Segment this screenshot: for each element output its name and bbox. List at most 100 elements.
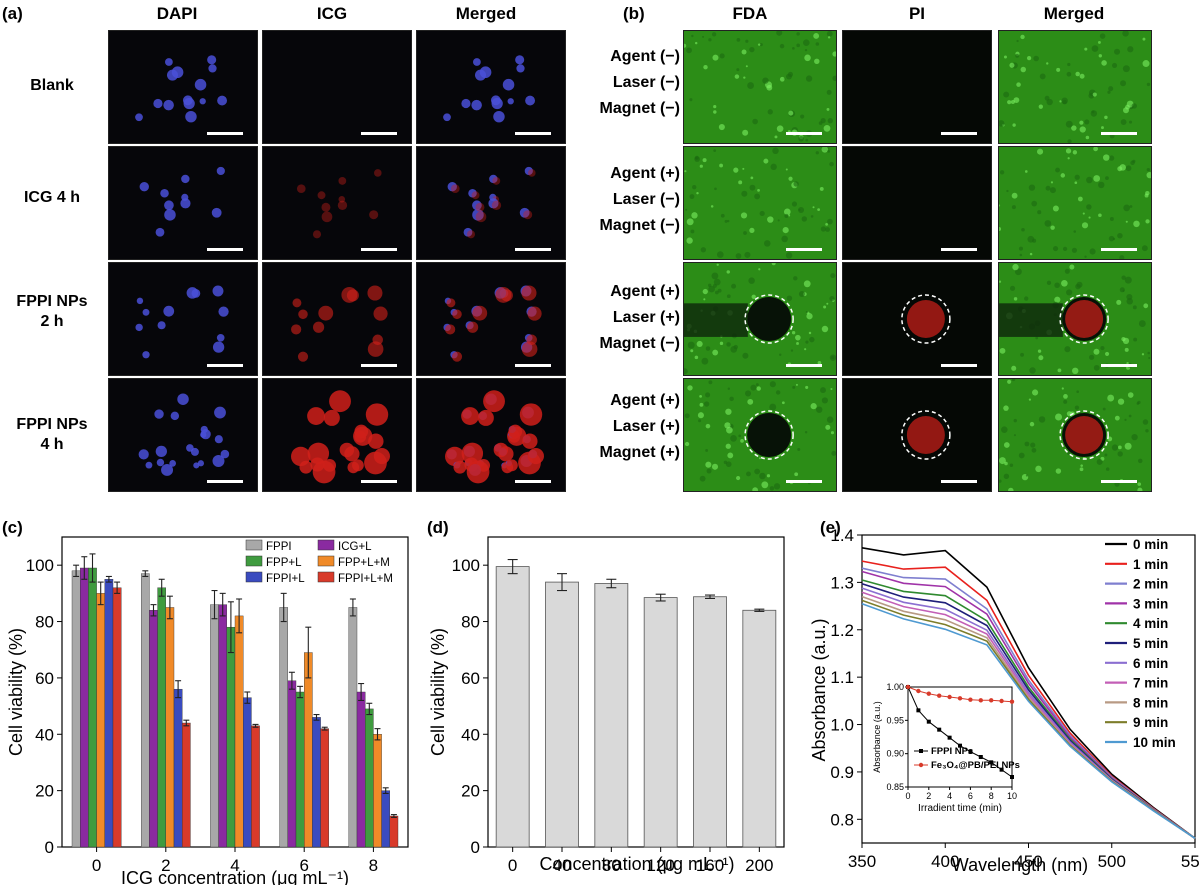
bar: [594, 583, 629, 848]
bar-FPPI+L+M: [320, 728, 330, 848]
fda-field: [684, 147, 836, 259]
icg-signal: [446, 298, 456, 308]
icg-signal: [317, 191, 326, 200]
cell-speckle: [724, 219, 728, 223]
cell-speckle: [1056, 67, 1061, 72]
micrograph-b-r1-c1-canvas: [684, 31, 836, 143]
nucleus: [161, 463, 174, 476]
cell-speckle: [769, 486, 775, 491]
cell-speckle: [716, 251, 724, 258]
icg-signal: [298, 309, 308, 320]
micrograph-a-r4-c1: [108, 378, 258, 492]
cell-speckle: [1138, 320, 1146, 328]
cell-speckle: [1124, 347, 1129, 352]
cell-speckle: [1028, 184, 1036, 191]
cell-speckle: [763, 158, 769, 164]
cell-speckle: [708, 38, 712, 42]
cell-speckle: [1098, 54, 1102, 58]
icg-signal: [291, 324, 302, 335]
panel-a-row-label-1: Blank: [0, 76, 104, 96]
cell-speckle: [720, 213, 725, 218]
micrograph-a-r4-c3: [416, 378, 566, 492]
x-tick-label: 450: [1014, 852, 1042, 871]
micrograph-a-r4-c1-canvas: [109, 379, 257, 491]
scale-bar: [515, 132, 551, 135]
cell-speckle: [749, 227, 755, 233]
cell-speckle: [691, 34, 694, 38]
cell-speckle: [727, 387, 731, 390]
cell-speckle: [733, 167, 739, 173]
inset-marker: [968, 697, 973, 702]
inset-marker: [916, 688, 921, 694]
laser-label: Laser (+): [612, 309, 680, 326]
nucleus: [186, 287, 199, 299]
icg-signal: [323, 409, 340, 426]
cell-speckle: [999, 170, 1005, 175]
nucleus: [493, 110, 505, 123]
panel-d-label: (d): [427, 518, 449, 537]
cell-speckle: [763, 240, 771, 247]
cell-speckle: [1011, 365, 1017, 371]
nucleus: [157, 321, 166, 330]
cell-speckle: [744, 251, 751, 258]
cell-speckle: [781, 401, 785, 405]
cell-speckle: [758, 268, 761, 271]
cell-speckle: [701, 357, 709, 365]
scale-bar: [786, 480, 822, 483]
cell-speckle: [779, 43, 785, 49]
y-tick-label: 1.0: [830, 716, 854, 735]
cell-speckle: [798, 291, 805, 297]
legend-label: FPPI+L: [266, 573, 305, 585]
nucleus: [212, 455, 225, 467]
cell-speckle: [1145, 429, 1149, 433]
micrograph-a-r1-c1: [108, 30, 258, 144]
cell-speckle: [801, 216, 808, 222]
cell-speckle: [743, 231, 747, 235]
nucleus: [156, 458, 165, 467]
cell-speckle: [745, 39, 749, 43]
legend-swatch: [245, 539, 263, 551]
pi-signal: [906, 300, 945, 338]
cell-speckle: [1131, 103, 1137, 109]
nucleus: [180, 198, 191, 209]
cell-speckle: [1007, 379, 1012, 384]
cell-speckle: [1120, 119, 1127, 125]
inset-marker: [957, 696, 963, 701]
scale-bar: [361, 364, 397, 367]
cell-speckle: [810, 215, 814, 218]
scale-bar: [515, 248, 551, 251]
icg-signal: [337, 200, 348, 211]
cell-speckle: [754, 193, 761, 200]
cell-speckle: [1029, 421, 1035, 427]
nucleus: [165, 58, 173, 66]
icg-signal: [461, 407, 479, 425]
icg-signal: [451, 351, 463, 362]
nucleus: [177, 393, 189, 405]
cell-speckle: [1067, 157, 1070, 160]
cell-speckle: [713, 149, 717, 153]
cell-speckle: [1091, 110, 1095, 114]
icg-signal: [321, 211, 333, 223]
cell-speckle: [1020, 34, 1025, 40]
cell-speckle: [1065, 120, 1073, 128]
cell-speckle: [832, 75, 836, 82]
cell-speckle: [1029, 367, 1036, 374]
bar-FPPI+L+M: [112, 587, 122, 848]
cell-speckle: [689, 194, 695, 200]
cell-speckle: [738, 434, 742, 438]
agent-label: Agent (+): [610, 283, 680, 300]
cell-speckle: [1109, 217, 1114, 221]
nucleus: [153, 98, 163, 109]
cell-speckle: [711, 463, 719, 470]
cell-speckle: [1009, 285, 1016, 291]
cell-speckle: [742, 352, 749, 359]
micrograph-b-r4-c1: [683, 378, 837, 492]
cell-speckle: [726, 426, 733, 434]
cell-speckle: [692, 184, 697, 190]
bar: [742, 609, 777, 848]
cell-speckle: [712, 54, 719, 61]
nucleus: [525, 95, 536, 106]
cell-speckle: [1118, 445, 1122, 450]
cell-speckle: [1050, 181, 1054, 184]
micrograph-a-r4-c3-canvas: [417, 379, 565, 491]
